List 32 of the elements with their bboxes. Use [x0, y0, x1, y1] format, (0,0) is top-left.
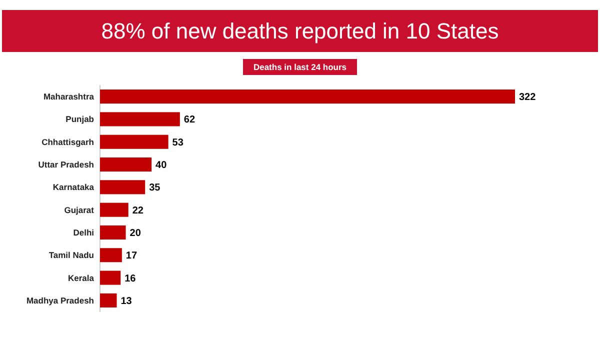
bar: [100, 180, 146, 194]
bar: [100, 157, 152, 172]
data-label: 322: [519, 92, 536, 104]
bar: [100, 90, 515, 104]
bar: [100, 202, 128, 217]
data-label: 40: [156, 160, 168, 172]
data-label: 53: [172, 137, 184, 148]
chart-subtitle: Deaths in last 24 hours: [253, 62, 347, 72]
bar: [100, 134, 168, 149]
y-tick-label: Maharashtra: [43, 92, 94, 102]
y-tick-label: Gujarat: [64, 204, 94, 215]
data-label: 35: [149, 182, 161, 194]
bar: [100, 293, 117, 308]
y-tick-label: Chhattisgarh: [42, 136, 94, 147]
y-tick-label: Delhi: [73, 227, 94, 238]
bar: [100, 270, 121, 285]
data-label: 13: [120, 296, 132, 307]
y-tick-label: Punjab: [66, 114, 94, 124]
data-label: 62: [184, 114, 196, 126]
y-tick-label: Tamil Nadu: [48, 250, 94, 260]
data-label: 22: [132, 205, 144, 216]
data-label: 17: [126, 250, 138, 262]
bar: [100, 112, 180, 126]
data-label: 20: [130, 228, 142, 239]
y-tick-label: Madhya Pradesh: [26, 295, 94, 306]
data-label: 16: [124, 273, 136, 284]
chart-title: 88% of new deaths reported in 10 States: [101, 18, 499, 44]
y-tick-label: Karnataka: [52, 182, 94, 192]
y-tick-label: Uttar Pradesh: [38, 159, 94, 170]
y-tick-label: Kerala: [68, 272, 94, 283]
bar: [100, 248, 122, 262]
bar: [100, 225, 126, 240]
